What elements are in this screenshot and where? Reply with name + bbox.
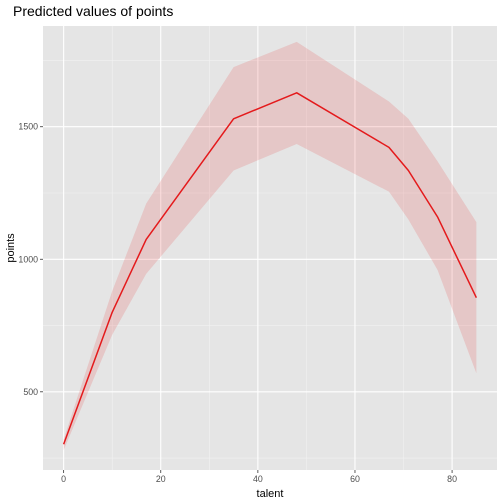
y-tick-label: 500 <box>23 387 38 397</box>
x-axis-title: talent <box>257 488 284 500</box>
prediction-line <box>62 92 478 445</box>
confidence-ribbon <box>63 41 477 451</box>
x-tick-label: 0 <box>61 474 66 484</box>
plot-panel <box>43 26 497 470</box>
x-axis-ticks: 0 20 40 60 80 <box>61 470 457 484</box>
x-tick-label: 60 <box>350 474 360 484</box>
minor-gridlines <box>43 26 497 470</box>
x-tick-label: 40 <box>253 474 263 484</box>
x-tick-label: 20 <box>156 474 166 484</box>
major-gridlines <box>43 26 497 470</box>
y-axis-ticks: 500 1000 1500 <box>18 122 43 397</box>
y-tick-label: 1000 <box>18 254 38 264</box>
y-axis-title: points <box>5 233 17 263</box>
x-tick-label: 80 <box>447 474 457 484</box>
chart-title: Predicted values of points <box>13 3 173 19</box>
y-tick-label: 1500 <box>18 122 38 132</box>
